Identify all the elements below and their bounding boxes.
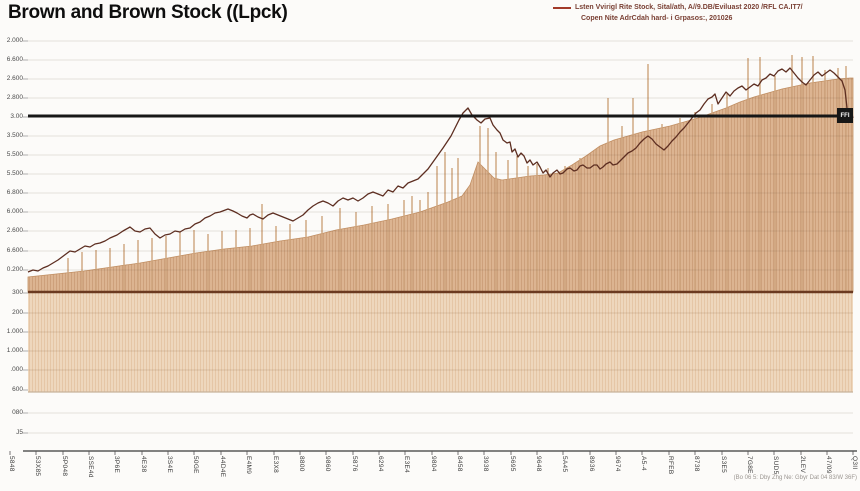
- y-axis-label: 3.500: [6, 131, 23, 139]
- x-axis-label: 3P6E: [113, 456, 120, 474]
- legend-label-line1: Lsten Vvirigl Rite Stock, Sital/ath, A//…: [575, 4, 803, 11]
- y-axis-label: 200: [12, 308, 23, 316]
- y-axis-label: 5.500: [6, 150, 23, 158]
- legend-label-line2: Copen Nite AdrCdah hard- i Grpasos:, 201…: [581, 15, 733, 23]
- x-axis-label: RFEB: [667, 456, 674, 475]
- y-axis: 2.000 6.600 2.600 2.800 3.00 3.500 5.500 5.500 6…: [0, 0, 25, 491]
- x-axis-label: 9648: [535, 456, 542, 472]
- x-axis-label: 5P048: [61, 456, 68, 477]
- x-axis-label: E3X8: [272, 456, 279, 474]
- x-axis-label: S3E5: [720, 456, 727, 474]
- reference-line-end-box: [837, 108, 853, 123]
- x-axis-label: 2LEV: [799, 456, 806, 474]
- x-axis-label: 50GE: [192, 456, 199, 474]
- y-axis-label: 5.500: [6, 169, 23, 177]
- x-axis-label: 5695: [509, 456, 516, 472]
- y-axis-label: 1.000: [6, 327, 23, 335]
- y-axis-label: 6.800: [6, 188, 23, 196]
- y-axis-label: 2.600: [6, 226, 23, 234]
- y-axis-label: 2.000: [6, 36, 23, 44]
- y-axis-label: 6.600: [6, 55, 23, 63]
- x-axis-label: 8936: [588, 456, 595, 472]
- y-axis-label: 2.800: [6, 93, 23, 101]
- y-axis-label: 6.000: [6, 207, 23, 215]
- x-axis-label: 9860: [324, 456, 331, 472]
- y-axis-label: 6.600: [6, 246, 23, 254]
- x-axis-label: 8458: [456, 456, 463, 472]
- x-axis-label: 44D4E: [219, 456, 226, 478]
- y-axis-label: 600: [12, 385, 23, 393]
- y-axis-label: 080: [12, 408, 23, 416]
- x-axis-label: 53X85: [34, 456, 41, 477]
- x-axis-label: 9674: [614, 456, 621, 472]
- x-axis-label: A5-4: [640, 456, 647, 471]
- y-axis-label: 0.200: [6, 265, 23, 273]
- y-axis-label: 300: [12, 288, 23, 296]
- x-axis-label: 7G8E: [746, 456, 753, 474]
- y-axis-label: 2.600: [6, 74, 23, 82]
- x-axis-label: 4E38: [140, 456, 147, 473]
- chart-footnote: (Bo 06 5: Dby Zhg Ne: Gbyr Dat 04 83/W 3…: [733, 475, 857, 481]
- x-axis-label: SSE4d: [87, 456, 94, 478]
- reference-line-end-label: FFI: [841, 113, 850, 119]
- y-axis-label: 1.000: [6, 346, 23, 354]
- y-axis-label: .000: [10, 365, 23, 373]
- x-axis-label: 5876: [351, 456, 358, 472]
- x-axis-label: E3E4: [403, 456, 410, 474]
- x-axis-label: 8800: [298, 456, 305, 472]
- legend-line-swatch: [553, 6, 571, 10]
- x-axis-label: 5848: [8, 456, 15, 472]
- x-axis-label: 3938: [482, 456, 489, 472]
- x-axis-label: 6294: [377, 456, 384, 472]
- x-axis-label: 9804: [430, 456, 437, 472]
- page-title: Brown and Brown Stock ((Lpck): [8, 2, 288, 23]
- x-axis-label: 3S4E: [166, 456, 173, 474]
- legend: Lsten Vvirigl Rite Stock, Sital/ath, A//…: [553, 3, 858, 24]
- x-axis-label: SUD5: [772, 456, 779, 475]
- x-axis-label: 8738: [693, 456, 700, 472]
- y-axis-label: 3.00: [10, 112, 23, 120]
- x-axis-label: Q3II: [851, 456, 858, 470]
- x-axis-label: 5A45: [561, 456, 568, 473]
- y-axis-label: J5: [16, 428, 23, 436]
- x-axis-label: E4M9: [245, 456, 252, 475]
- x-axis-label: 47/09: [825, 456, 832, 474]
